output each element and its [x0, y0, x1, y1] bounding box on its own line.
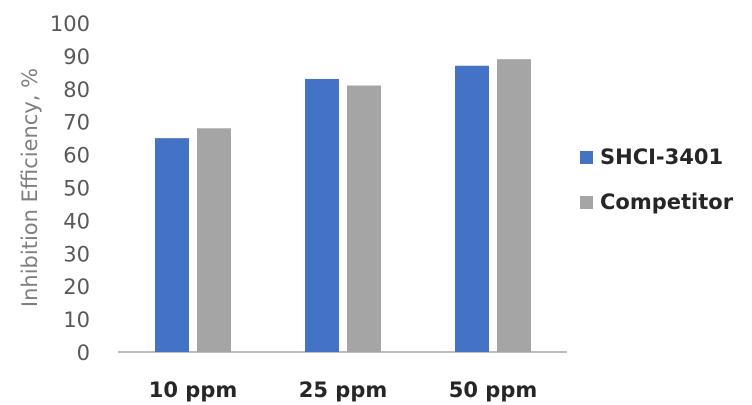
x-tick-label: 25 ppm — [299, 378, 387, 402]
y-tick-label: 90 — [63, 45, 90, 69]
y-tick-label: 100 — [50, 12, 90, 36]
legend-swatch — [580, 151, 593, 164]
legend-label: SHCI-3401 — [600, 145, 723, 169]
y-tick-label: 10 — [63, 308, 90, 332]
y-tick-label: 80 — [63, 78, 90, 102]
y-tick-label: 60 — [63, 144, 90, 168]
y-tick-label: 0 — [77, 341, 90, 365]
bars — [155, 59, 531, 353]
legend-swatch — [580, 196, 593, 209]
bar — [197, 128, 231, 352]
y-axis-ticks: 0 10 20 30 40 50 60 70 80 90 100 — [50, 12, 90, 365]
x-axis-ticks: 10 ppm 25 ppm 50 ppm — [149, 378, 537, 402]
x-tick-label: 10 ppm — [149, 378, 237, 402]
y-tick-label: 40 — [63, 209, 90, 233]
x-tick-label: 50 ppm — [449, 378, 537, 402]
legend-label: Competitor — [600, 190, 734, 214]
bar — [497, 59, 531, 352]
y-tick-label: 20 — [63, 275, 90, 299]
bar — [155, 138, 189, 352]
y-tick-label: 50 — [63, 177, 90, 201]
y-axis-label: Inhibition Efficiency, % — [18, 68, 42, 307]
bar — [347, 85, 381, 352]
bar — [305, 78, 339, 353]
y-tick-label: 70 — [63, 111, 90, 135]
bar — [455, 65, 489, 353]
legend: SHCI-3401 Competitor — [580, 145, 734, 214]
y-tick-label: 30 — [63, 242, 90, 266]
